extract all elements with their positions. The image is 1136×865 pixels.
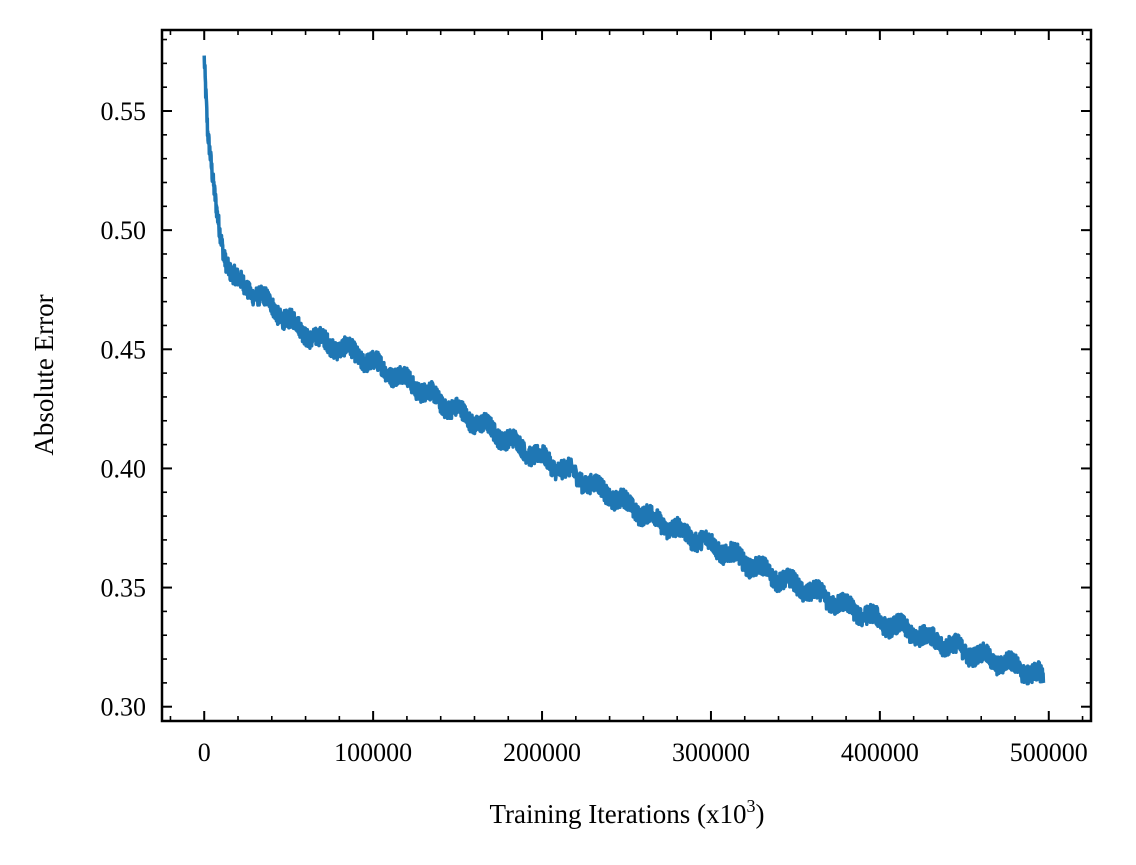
x-axis-title-close: ) (755, 799, 764, 829)
axes-frame (160, 28, 1093, 723)
x-tick-label: 100000 (334, 738, 412, 767)
x-tick-label: 500000 (1010, 738, 1088, 767)
y-tick-label: 0.45 (101, 335, 147, 364)
tick-labels: 0 100000 200000 300000 400000 500000 0.30 0.35 0… (101, 97, 1088, 767)
series-line (202, 55, 1046, 686)
y-tick-label: 0.55 (101, 97, 147, 126)
y-axis-title: Absolute Error (29, 294, 59, 455)
x-tick-label: 400000 (841, 738, 919, 767)
y-tick-label: 0.35 (101, 574, 147, 603)
plot-area (202, 55, 1046, 686)
y-tick-label: 0.40 (101, 454, 147, 483)
ticks (162, 30, 1091, 721)
x-axis-title-superscript: 3 (746, 796, 755, 816)
x-tick-label: 0 (198, 738, 211, 767)
y-tick-label: 0.50 (101, 216, 147, 245)
x-axis-title: Training Iterations (x103) (490, 796, 765, 829)
x-tick-label: 200000 (503, 738, 581, 767)
x-axis-title-main: Training Iterations (x10 (490, 799, 747, 829)
y-tick-label: 0.30 (101, 693, 147, 722)
x-tick-label: 300000 (672, 738, 750, 767)
